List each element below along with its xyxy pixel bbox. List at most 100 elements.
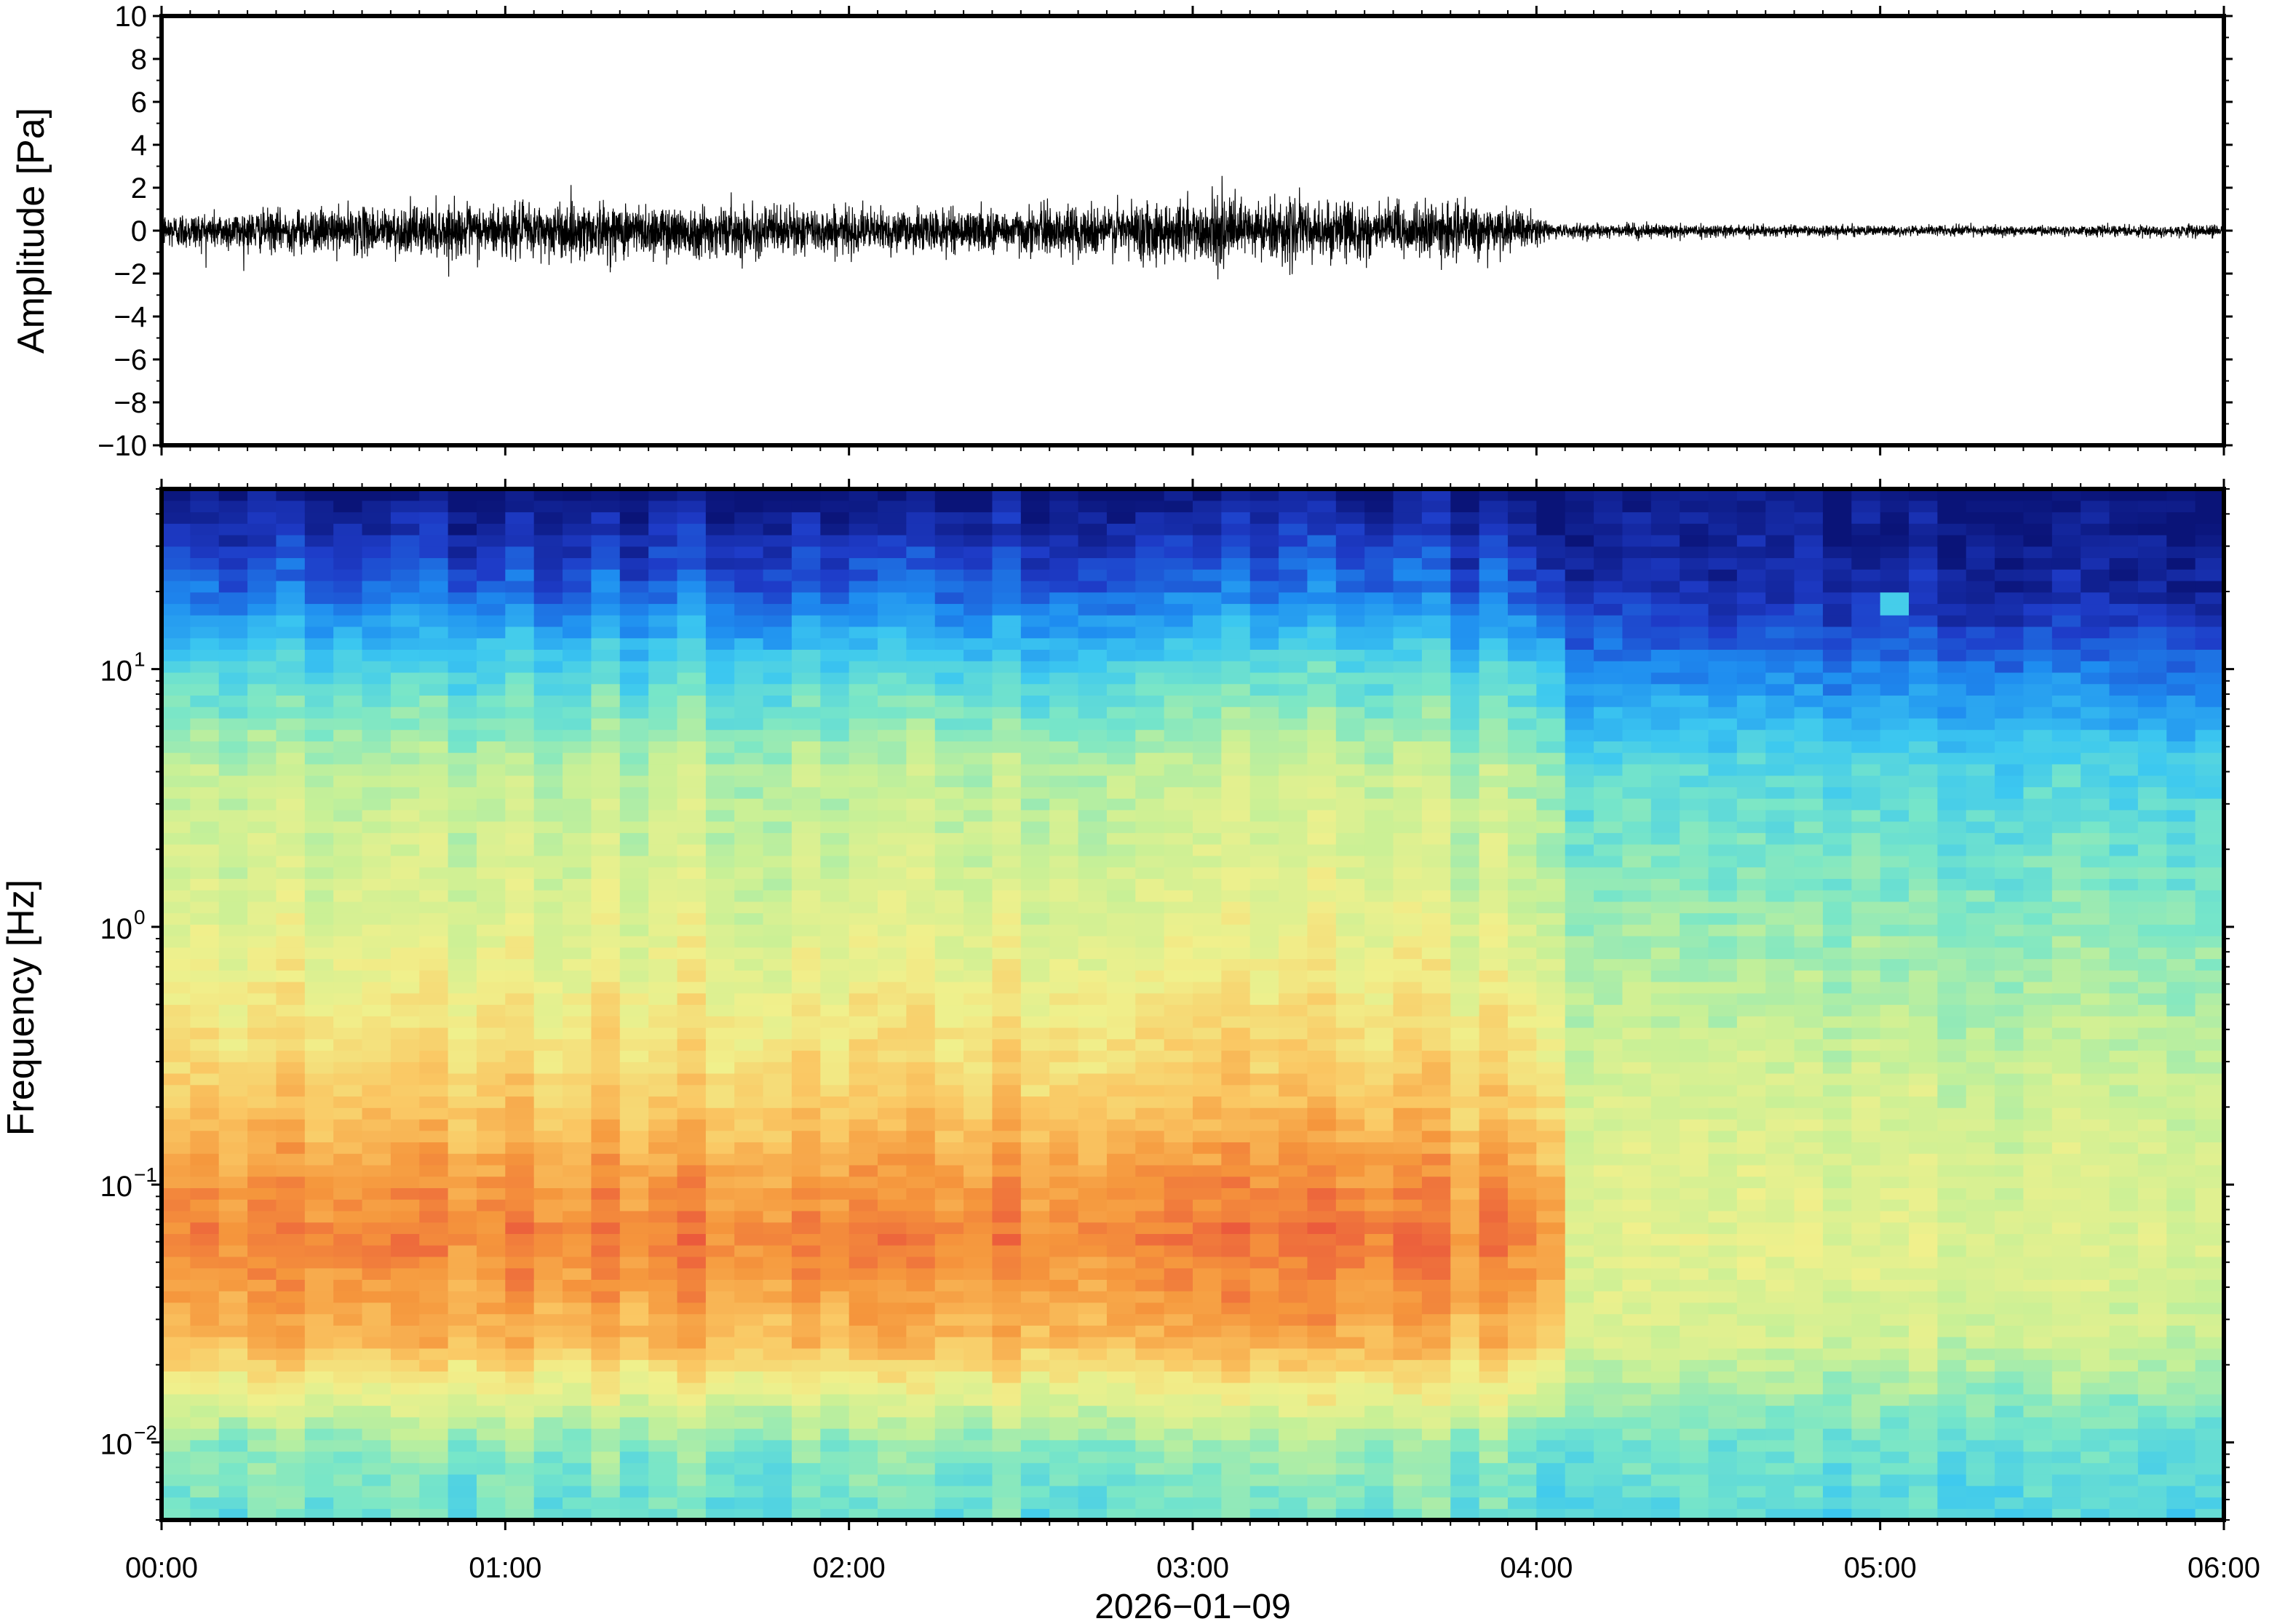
spectrogram-cell — [1135, 1508, 1165, 1521]
spectrogram-cell — [1594, 1337, 1624, 1349]
spectrogram-cell — [276, 878, 306, 891]
spectrogram-cell — [1364, 1393, 1394, 1406]
spectrogram-cell — [619, 1279, 649, 1291]
spectrogram-cell — [820, 1393, 850, 1406]
spectrogram-cell — [878, 1417, 907, 1429]
spectrogram-cell — [1650, 592, 1680, 605]
spectrogram-cell — [362, 775, 392, 787]
spectrogram-cell — [162, 672, 191, 685]
spectrogram-cell — [849, 1451, 878, 1463]
spectrogram-cell — [849, 1267, 878, 1280]
spectrogram-cell — [734, 924, 764, 936]
spectrogram-cell — [505, 512, 535, 524]
spectrogram-cell — [934, 844, 964, 856]
spectrogram-cell — [992, 958, 1022, 971]
spectrogram-cell — [1421, 603, 1451, 616]
spectrogram-cell — [791, 580, 821, 593]
spectrogram-cell — [1221, 1164, 1251, 1177]
spectrogram-cell — [619, 1337, 649, 1349]
spectrogram-cell — [362, 878, 392, 891]
spectrogram-cell — [505, 936, 535, 948]
spectrogram-cell — [763, 1107, 792, 1120]
spectrogram-cell — [1164, 1474, 1193, 1486]
spectrogram-cell — [1221, 580, 1251, 593]
spectrogram-cell — [791, 500, 821, 513]
spectrogram-cell — [1565, 580, 1594, 593]
spectrogram-cell — [1536, 1164, 1566, 1177]
spectrogram-cell — [791, 1084, 821, 1097]
spectrogram-cell — [791, 1291, 821, 1303]
spectrogram-cell — [763, 580, 792, 593]
spectrogram-cell — [1479, 798, 1509, 811]
spectrogram-cell — [1249, 1016, 1279, 1028]
spectrogram-cell — [734, 1279, 764, 1291]
spectrogram-cell — [992, 592, 1022, 605]
spectrogram-cell — [849, 1359, 878, 1372]
spectrogram-cell — [791, 569, 821, 581]
spectrogram-cell — [1193, 649, 1222, 661]
spectrogram-cell — [820, 580, 850, 593]
spectrogram-cell — [849, 1302, 878, 1315]
spectrogram-cell — [333, 947, 363, 960]
spectrogram-cell — [448, 1508, 477, 1521]
spectrogram-cell — [1594, 1222, 1624, 1234]
spectrogram-cell — [963, 1187, 993, 1200]
spectrogram-cell — [1279, 1233, 1308, 1246]
spectrogram-cell — [763, 1279, 792, 1291]
spectrogram-cell — [705, 615, 735, 627]
spectrogram-cell — [791, 1337, 821, 1349]
spectrogram-cell — [505, 912, 535, 925]
spectrogram-cell — [390, 844, 420, 856]
spectrogram-cell — [476, 626, 506, 639]
spectrogram-cell — [1393, 1337, 1423, 1349]
spectrogram-cell — [791, 523, 821, 536]
spectrogram-cell — [276, 1164, 306, 1177]
spectrogram-cell — [563, 1233, 592, 1246]
spectrogram-cell — [1049, 546, 1079, 559]
spectrogram-cell — [1221, 992, 1251, 1006]
spectrogram-cell — [162, 1176, 191, 1189]
spectrogram-cell — [1536, 683, 1566, 696]
spectrogram-cell — [906, 603, 936, 616]
spectrogram-cell — [362, 1072, 392, 1086]
spectrogram-cell — [619, 1027, 649, 1040]
spectrogram-cell — [1020, 1359, 1050, 1372]
spectrogram-cell — [1450, 615, 1480, 627]
spectrogram-cell — [1020, 1142, 1050, 1154]
spectrogram-cell — [563, 1359, 592, 1372]
spectrogram-cell — [304, 1417, 334, 1429]
spectrogram-cell — [934, 615, 964, 627]
spectrogram-cell — [419, 867, 449, 879]
spectrogram-cell — [247, 1393, 277, 1406]
spectrogram-cell — [1536, 1038, 1566, 1051]
spectrogram-cell — [763, 741, 792, 753]
spectrogram-cell — [247, 1439, 277, 1452]
spectrogram-cell — [878, 729, 907, 741]
spectrogram-cell — [563, 1245, 592, 1257]
spectrogram-cell — [1106, 1153, 1136, 1166]
spectrogram-cell — [1307, 683, 1337, 696]
spectrogram-cell — [1106, 546, 1136, 559]
spectrogram-cell — [1049, 1428, 1079, 1441]
spectrogram-cell — [591, 580, 621, 593]
spectrogram-cell — [648, 1348, 678, 1361]
spectrogram-cell — [162, 1027, 191, 1040]
spectrogram-cell — [533, 1107, 563, 1120]
spectrogram-cell — [1020, 798, 1050, 811]
spectrogram-cell — [963, 1279, 993, 1291]
spectrogram-cell — [1507, 958, 1537, 971]
spectrogram-cell — [333, 592, 363, 605]
spectrogram-cell — [162, 695, 191, 707]
spectrogram-cell — [1622, 1451, 1652, 1463]
spectrogram-cell — [247, 763, 277, 776]
spectrogram-cell — [362, 1016, 392, 1028]
spectrogram-cell — [934, 1233, 964, 1246]
spectrogram-cell — [763, 500, 792, 513]
spectrogram-cell — [677, 992, 707, 1006]
spectrogram-cell — [190, 1142, 220, 1154]
spectrogram-cell — [1594, 649, 1624, 661]
spectrogram-cell — [1507, 706, 1537, 719]
spectrogram-cell — [820, 752, 850, 765]
spectrogram-cell — [218, 1062, 248, 1074]
spectrogram-cell — [276, 958, 306, 971]
